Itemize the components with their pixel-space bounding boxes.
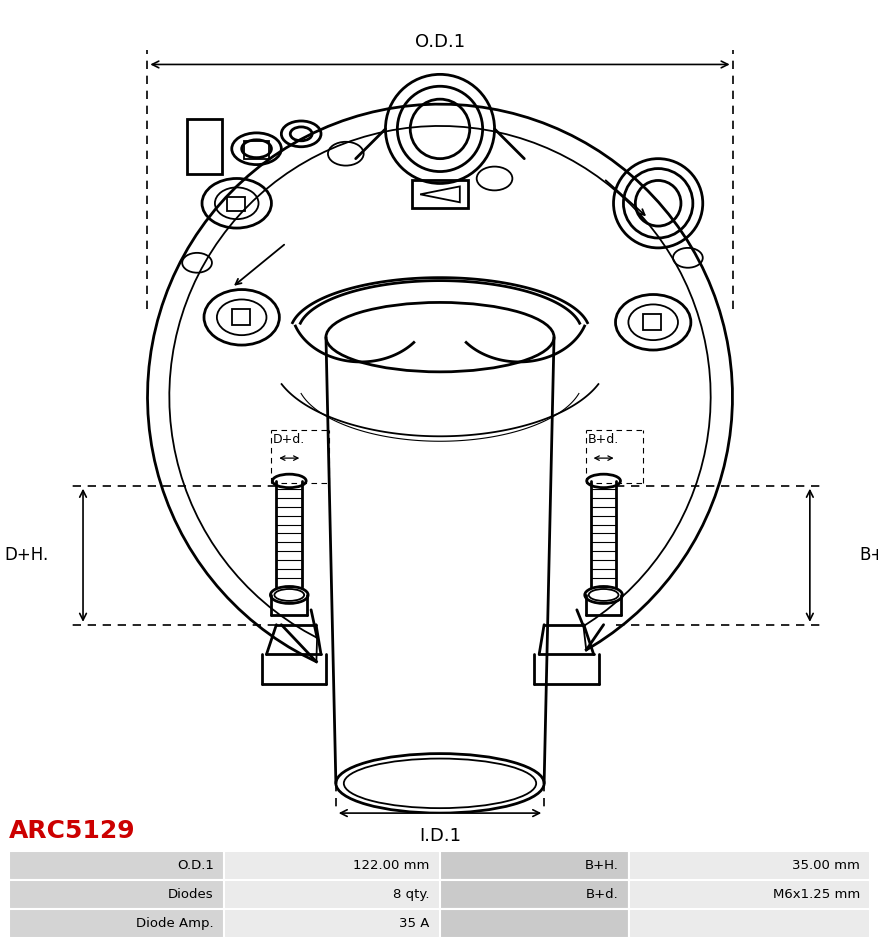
Bar bbox=[227, 197, 244, 212]
Bar bbox=[9, 909, 224, 938]
Text: B+d.: B+d. bbox=[586, 888, 618, 901]
Text: 8 qty.: 8 qty. bbox=[392, 888, 428, 901]
Bar bbox=[224, 880, 439, 909]
Text: B+H.: B+H. bbox=[584, 859, 618, 871]
Bar bbox=[439, 880, 629, 909]
Bar bbox=[224, 851, 439, 880]
Text: I.D.1: I.D.1 bbox=[419, 827, 460, 845]
Bar bbox=[439, 851, 629, 880]
Bar bbox=[412, 180, 467, 209]
Text: O.D.1: O.D.1 bbox=[414, 33, 464, 51]
Bar bbox=[187, 119, 221, 174]
Bar bbox=[243, 141, 270, 159]
Bar bbox=[643, 314, 660, 330]
Bar bbox=[439, 909, 629, 938]
Text: D+H.: D+H. bbox=[4, 546, 48, 564]
Bar bbox=[224, 909, 439, 938]
Bar bbox=[629, 851, 869, 880]
Text: 35 A: 35 A bbox=[399, 917, 428, 930]
Bar bbox=[629, 880, 869, 909]
Text: 122.00 mm: 122.00 mm bbox=[352, 859, 428, 871]
Text: D+d.: D+d. bbox=[273, 433, 305, 446]
Text: Diodes: Diodes bbox=[168, 888, 213, 901]
Text: B+H.: B+H. bbox=[859, 546, 878, 564]
Bar bbox=[629, 909, 869, 938]
Bar bbox=[9, 851, 224, 880]
Bar bbox=[9, 880, 224, 909]
Text: Diode Amp.: Diode Amp. bbox=[136, 917, 213, 930]
Text: M6x1.25 mm: M6x1.25 mm bbox=[772, 888, 859, 901]
Text: ARC5129: ARC5129 bbox=[9, 819, 135, 843]
Text: B+d.: B+d. bbox=[587, 433, 618, 446]
Text: 35.00 mm: 35.00 mm bbox=[791, 859, 859, 871]
Text: O.D.1: O.D.1 bbox=[176, 859, 213, 871]
Bar bbox=[232, 309, 249, 325]
